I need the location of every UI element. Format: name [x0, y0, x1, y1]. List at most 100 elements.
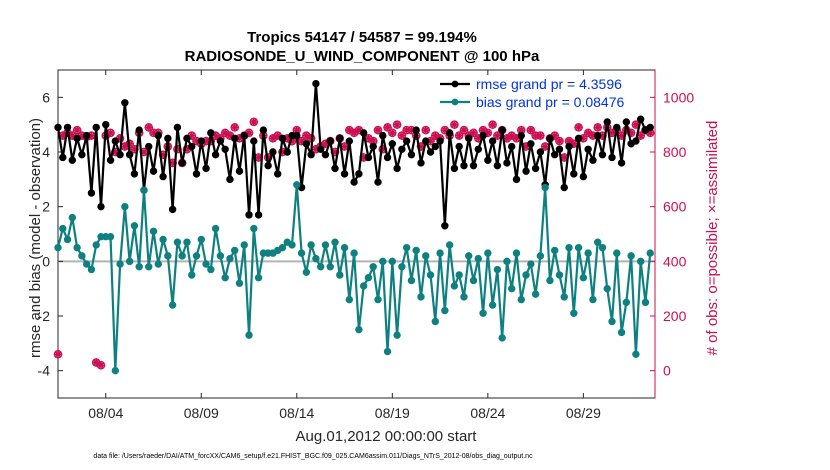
bias-point: [68, 213, 77, 222]
rmse-point: [469, 161, 478, 170]
obs-star-stroke: [384, 123, 392, 131]
rmse-point: [512, 175, 521, 184]
bias-point: [326, 263, 334, 271]
rmse-point: [192, 170, 201, 178]
bias-point: [393, 331, 401, 339]
obs-star-stroke: [274, 132, 282, 140]
rmse-point: [216, 137, 225, 145]
bias-point: [417, 293, 425, 301]
rmse-point: [498, 126, 506, 134]
obs-star-stroke: [145, 123, 153, 131]
obs-assimilated-point: [106, 128, 115, 138]
obs-star-stroke: [388, 129, 396, 137]
rmse-point: [97, 202, 105, 211]
obs-assimilated-point: [388, 128, 397, 138]
x-tick-label: 08/29: [566, 405, 601, 421]
bias-point: [388, 257, 397, 266]
rmse-point: [493, 161, 502, 170]
obs-star-stroke: [431, 132, 439, 140]
obs-star-stroke: [575, 123, 583, 131]
obs-assimilated-point: [454, 131, 464, 140]
rmse-point: [417, 159, 425, 167]
rmse-point: [350, 178, 358, 186]
obs-star-stroke: [355, 126, 363, 134]
rmse-point: [622, 118, 631, 126]
rmse-point: [412, 126, 420, 134]
obs-assimilated-point: [421, 125, 430, 135]
rmse-point: [383, 153, 392, 162]
rmse-point: [259, 126, 268, 134]
bias-point: [231, 246, 239, 255]
rmse-point: [250, 137, 258, 145]
rmse-point: [632, 137, 640, 145]
bias-point: [293, 181, 301, 189]
rmse-point: [455, 142, 463, 151]
rmse-point: [116, 151, 124, 159]
rmse-point: [264, 161, 272, 170]
rmse-point: [374, 178, 382, 186]
bias-point: [598, 243, 607, 252]
bias-point: [374, 295, 382, 304]
rmse-point: [316, 145, 325, 153]
obs-star-stroke: [231, 123, 239, 131]
bias-point: [469, 276, 478, 285]
rmse-point: [278, 134, 287, 143]
rmse-point: [359, 129, 368, 137]
y-tick-label-left: -2: [38, 308, 51, 324]
rmse-point: [589, 156, 597, 164]
obs-assimilated-point: [72, 125, 82, 135]
bias-point: [551, 246, 559, 255]
rmse-point: [431, 142, 440, 151]
y-tick-label-left: 2: [42, 199, 50, 215]
rmse-point: [68, 156, 77, 164]
x-tick-label: 08/19: [375, 405, 410, 421]
bias-point: [508, 284, 516, 293]
bias-point: [168, 301, 177, 309]
bias-point: [240, 241, 248, 249]
rmse-point: [593, 131, 602, 140]
obs-star-stroke: [255, 153, 263, 162]
rmse-point: [445, 129, 454, 137]
y-tick-label-left: 4: [42, 144, 50, 160]
rmse-point: [522, 167, 530, 175]
bias-point: [106, 233, 115, 241]
bias-point: [579, 274, 588, 282]
bias-point: [622, 298, 631, 307]
legend-rmse-marker: [451, 80, 459, 88]
obs-star-stroke: [560, 153, 568, 162]
bias-point: [82, 260, 91, 268]
bias-point: [359, 282, 368, 290]
rmse-point: [536, 148, 545, 156]
bias-point: [589, 295, 597, 304]
obs-star-stroke: [107, 129, 115, 137]
bias-point: [364, 274, 373, 282]
bias-point: [422, 252, 430, 260]
rmse-point: [82, 131, 91, 140]
rmse-point: [560, 183, 568, 192]
obs-assimilated-point: [526, 125, 536, 135]
obs-star-stroke: [92, 358, 100, 367]
rmse-point: [283, 148, 291, 156]
obs-assimilated-point: [488, 120, 497, 129]
obs-assimilated-point: [96, 361, 106, 370]
bias-point: [73, 243, 81, 252]
bias-point: [245, 331, 253, 339]
obs-star-stroke: [73, 126, 81, 134]
x-tick-label: 08/14: [279, 405, 314, 421]
rmse-point: [149, 167, 158, 175]
rmse-point: [426, 148, 435, 156]
bias-point: [584, 249, 592, 257]
rmse-point: [465, 134, 473, 143]
bias-point: [527, 260, 535, 268]
bias-point: [531, 290, 540, 298]
bias-point: [546, 276, 554, 285]
obs-assimilated-point: [507, 131, 516, 140]
obs-assimilated-point: [574, 123, 583, 132]
rmse-point: [531, 164, 540, 173]
bias-point: [383, 347, 392, 356]
bias-point: [436, 249, 444, 257]
obs-star-stroke: [293, 126, 301, 134]
obs-star-stroke: [369, 137, 377, 145]
rmse-point: [273, 170, 282, 178]
rmse-point: [450, 164, 459, 173]
